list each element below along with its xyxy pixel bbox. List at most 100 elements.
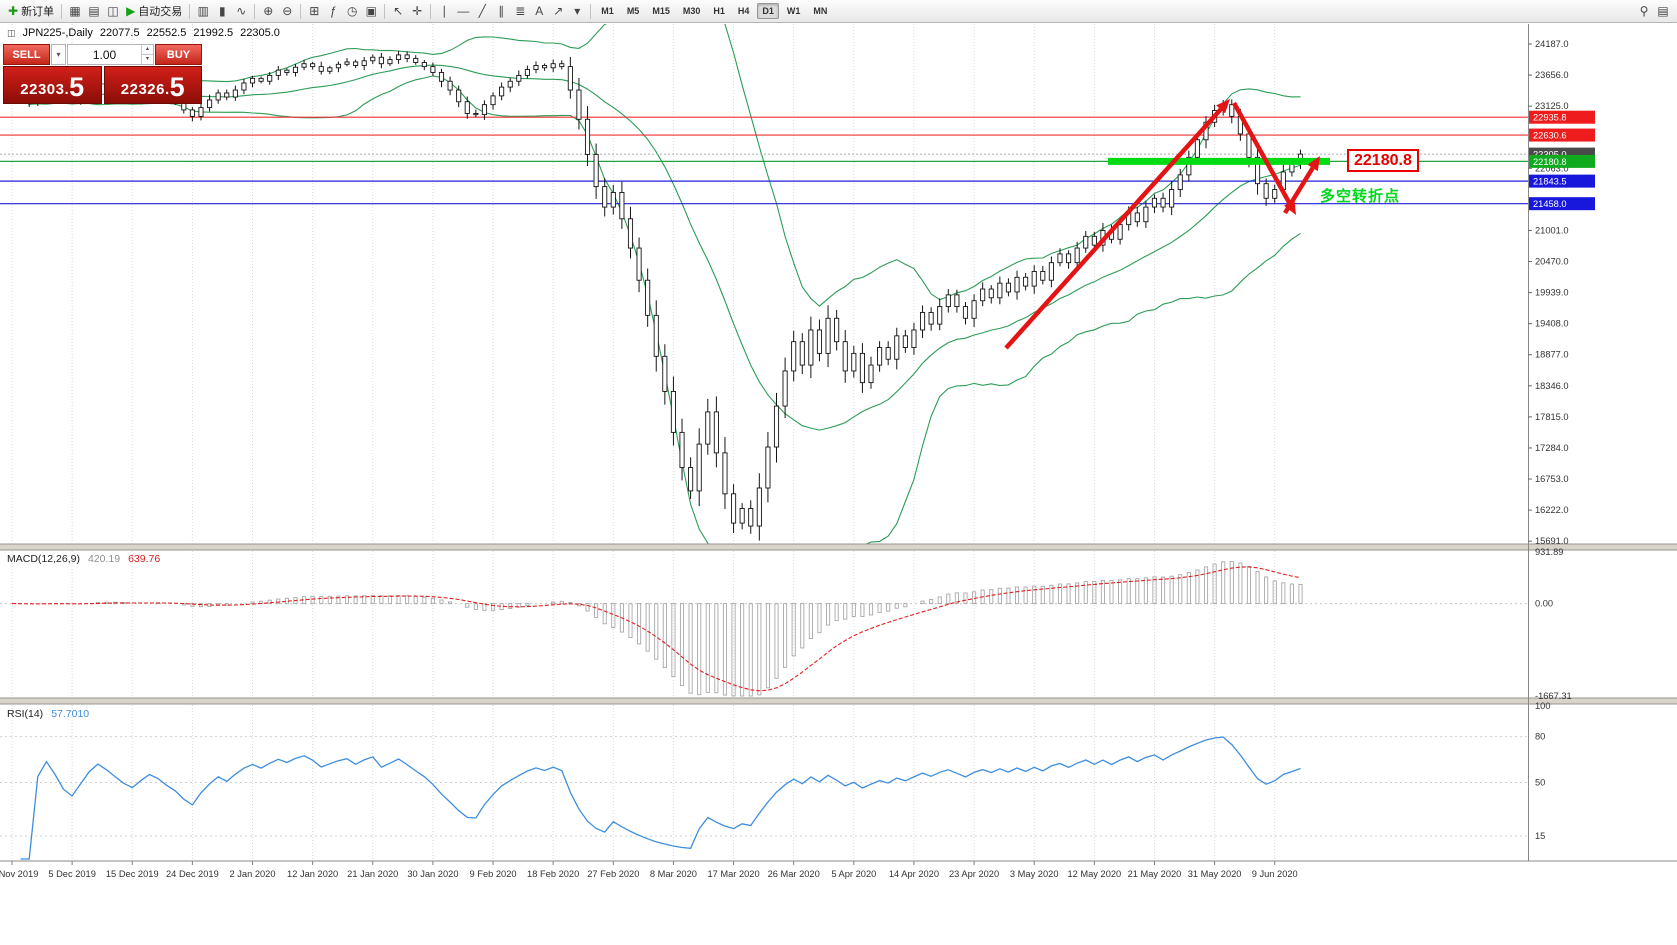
price-axis-label: 18346.0	[1535, 381, 1569, 391]
spinner-down-icon[interactable]: ▾	[145, 56, 149, 62]
macd-histogram-bar	[559, 600, 564, 605]
macd-histogram-bar	[645, 603, 650, 652]
macd-histogram-bar	[1135, 578, 1140, 605]
time-axis-label: 25 Nov 2019	[0, 869, 38, 879]
macd-histogram-bar	[619, 603, 624, 633]
timeframe-H4[interactable]: H4	[737, 6, 750, 16]
macd-histogram-bar	[843, 603, 848, 620]
trendline-button[interactable]: ╱	[473, 2, 491, 20]
autotrade-button[interactable]: ▶ 自动交易	[123, 2, 185, 20]
timeframe-M5[interactable]: M5	[626, 6, 640, 16]
macd-histogram-bar	[465, 603, 470, 608]
macd-histogram-bar	[1169, 575, 1174, 605]
crosshair-button[interactable]: ✛	[408, 2, 426, 20]
vertical-line-button[interactable]: ∣	[435, 2, 453, 20]
charts-grid-button[interactable]: ▦	[66, 2, 84, 20]
panel-splitter	[0, 544, 1677, 550]
macd-histogram-bar	[1126, 578, 1131, 605]
profiles-button[interactable]: ▤	[85, 2, 103, 20]
data-window-icon: ◫	[107, 4, 119, 18]
macd-histogram-bar	[508, 603, 513, 609]
volume-value[interactable]: 1.00	[92, 47, 117, 62]
macd-histogram-bar	[860, 603, 865, 617]
candle-body	[1005, 282, 1011, 293]
main-price-panel	[0, 24, 1528, 544]
buy-price-button[interactable]: 22326. 5	[103, 66, 202, 104]
candle-body	[808, 329, 814, 366]
timeframe-W1[interactable]: W1	[786, 6, 801, 16]
bar-chart-button[interactable]: ▥	[194, 2, 212, 20]
macd-histogram-bar	[1289, 583, 1294, 605]
chevron-down-icon: ▾	[56, 50, 61, 59]
candle-body	[885, 347, 891, 360]
zoom-out-button[interactable]: ⊖	[278, 2, 296, 20]
candle-body	[1040, 271, 1046, 281]
line-chart-button[interactable]: ∿	[232, 2, 250, 20]
periods-button[interactable]: ◷	[343, 2, 361, 20]
arrow-tool-button[interactable]: ↗	[549, 2, 567, 20]
candle-body	[645, 279, 651, 316]
cursor-button[interactable]: ↖	[389, 2, 407, 20]
price-axis-label: 17284.0	[1535, 443, 1569, 453]
new-order-button[interactable]: ✚ 新订单	[5, 2, 57, 20]
timeframe-M1[interactable]: M1	[601, 6, 614, 16]
data-window-button[interactable]: ◫	[104, 2, 122, 20]
candle-body	[1263, 183, 1269, 199]
candle-body	[1074, 247, 1080, 264]
text-label-button[interactable]: A	[530, 2, 548, 20]
search-button[interactable]: ⚲	[1635, 2, 1653, 20]
candle-body	[481, 104, 488, 116]
candlestick-chart-button[interactable]: ▮	[213, 2, 231, 20]
volume-spinner[interactable]: ▴ ▾	[141, 45, 153, 64]
candle-body	[559, 63, 565, 68]
equidistant-channel-button[interactable]: ∥	[492, 2, 510, 20]
fibonacci-button[interactable]: ≣	[511, 2, 529, 20]
sell-button[interactable]: SELL	[3, 44, 50, 65]
volume-preset-dropdown[interactable]: ▾	[51, 44, 66, 65]
templates-button[interactable]: ▣	[362, 2, 380, 20]
shapes-dropdown-button[interactable]: ▾	[568, 2, 586, 20]
sell-price-button[interactable]: 22303. 5	[3, 66, 102, 104]
turning-point-note[interactable]: 多空转折点	[1320, 188, 1401, 205]
timeframe-MN[interactable]: MN	[813, 6, 828, 16]
candle-body	[241, 82, 247, 91]
toolbar-separator	[300, 3, 302, 19]
candle-body	[1143, 206, 1149, 223]
candle-body	[602, 186, 608, 208]
macd-histogram-bar	[800, 603, 805, 649]
buy-price-big-digit: 5	[169, 72, 185, 102]
price-axis[interactable]: 24187.0 23656.0 23125.0 22063.0 21001.0 20470…	[1528, 39, 1595, 841]
timeframe-M15[interactable]: M15	[652, 6, 670, 16]
buy-button[interactable]: BUY	[155, 44, 202, 65]
macd-histogram-bar	[439, 599, 444, 605]
price-axis-label: 15691.0	[1535, 536, 1569, 546]
macd-histogram-bar	[1075, 582, 1080, 605]
horizontal-line-button[interactable]: —	[454, 2, 472, 20]
timeframe-M30[interactable]: M30	[682, 6, 701, 16]
zoom-in-button[interactable]: ⊕	[259, 2, 277, 20]
candle-body	[1031, 271, 1037, 287]
cursor-icon: ↖	[393, 4, 404, 18]
macd-histogram-bar	[826, 603, 831, 626]
candle-body	[748, 508, 754, 527]
macd-histogram-bar	[1143, 577, 1148, 605]
spinner-up-icon[interactable]: ▴	[142, 45, 153, 55]
candle-body	[361, 60, 367, 66]
candle-body	[894, 335, 900, 360]
candle-body	[928, 311, 934, 325]
tile-windows-button[interactable]: ⊞	[305, 2, 323, 20]
candle-body	[610, 191, 616, 208]
support-price-flag[interactable]: 22180.8	[1347, 149, 1419, 172]
macd-histogram-bar	[405, 595, 410, 605]
volume-field[interactable]: 1.00 ▴ ▾	[67, 44, 154, 65]
chart-window-button[interactable]: ▤	[1654, 2, 1672, 20]
macd-histogram-bar	[276, 598, 281, 605]
candle-body	[370, 56, 376, 62]
timeframe-H1[interactable]: H1	[713, 6, 725, 16]
timeframe-D1[interactable]: D1	[757, 3, 779, 19]
candle-body	[1134, 212, 1140, 223]
candle-body	[318, 66, 324, 72]
indicators-button[interactable]: ƒ	[324, 2, 342, 20]
price-badge	[1529, 174, 1595, 188]
